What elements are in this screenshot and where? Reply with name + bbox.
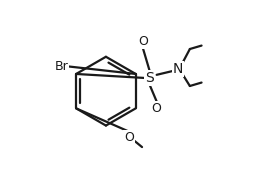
Text: O: O [152, 102, 162, 115]
Text: Br: Br [54, 60, 68, 73]
Text: O: O [124, 131, 134, 144]
Text: N: N [173, 62, 183, 76]
Text: S: S [145, 71, 154, 85]
Text: O: O [138, 35, 148, 48]
